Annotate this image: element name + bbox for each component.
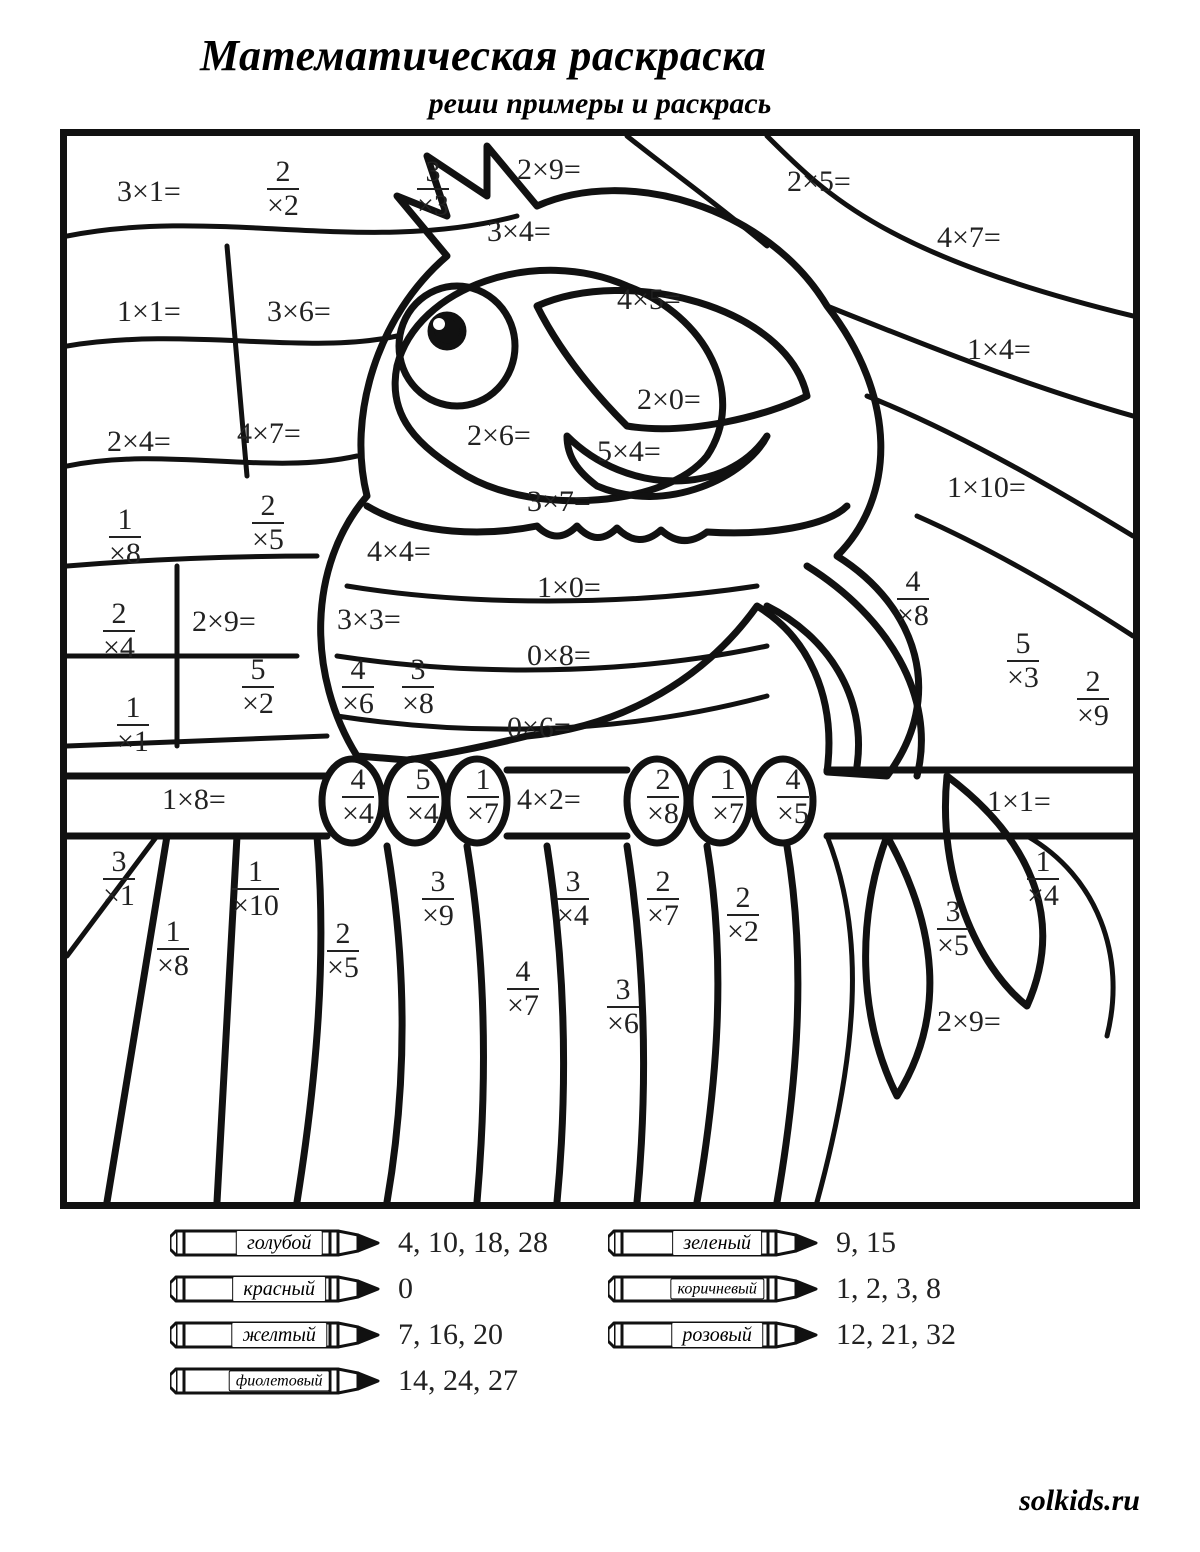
math-problem-vertical: 1×8	[109, 504, 141, 569]
math-problem-vertical: 5×4	[407, 764, 439, 829]
crayon-label: розовый	[671, 1322, 763, 1348]
crayon-label: красный	[232, 1276, 326, 1302]
legend-row: фиолетовый 14, 24, 27	[170, 1361, 548, 1401]
crayon-icon: розовый	[608, 1317, 818, 1353]
color-legend: голубой 4, 10, 18, 28 красный 0 желтый 7, 1…	[60, 1223, 1140, 1401]
math-problem: 3×7=	[527, 486, 591, 518]
legend-row: голубой 4, 10, 18, 28	[170, 1223, 548, 1263]
crayon-icon: красный	[170, 1271, 380, 1307]
math-problem-vertical: 3×3	[417, 156, 449, 221]
math-problem-vertical: 2×9	[1077, 666, 1109, 731]
math-problem-vertical: 2×5	[327, 918, 359, 983]
legend-row: красный 0	[170, 1269, 548, 1309]
math-problem-vertical: 2×2	[267, 156, 299, 221]
math-problem-vertical: 1×4	[1027, 846, 1059, 911]
crayon-icon: зеленый	[608, 1225, 818, 1261]
math-problem: 2×6=	[467, 420, 531, 452]
legend-values: 4, 10, 18, 28	[398, 1226, 548, 1260]
math-problem-vertical: 4×7	[507, 956, 539, 1021]
math-problem: 2×0=	[637, 384, 701, 416]
math-problem: 3×3=	[337, 604, 401, 636]
math-problem: 2×9=	[192, 606, 256, 638]
footer-credit: solkids.ru	[1019, 1484, 1140, 1518]
math-problem-vertical: 2×2	[727, 882, 759, 947]
legend-left-column: голубой 4, 10, 18, 28 красный 0 желтый 7, 1…	[170, 1223, 548, 1401]
math-problem-vertical: 1×7	[712, 764, 744, 829]
crayon-label: фиолетовый	[229, 1370, 330, 1391]
parrot-lineart	[67, 136, 1133, 1202]
math-problem: 3×4=	[487, 216, 551, 248]
math-problem-vertical: 3×1	[103, 846, 135, 911]
legend-values: 1, 2, 3, 8	[836, 1272, 941, 1306]
math-problem: 2×9=	[517, 154, 581, 186]
legend-row: зеленый 9, 15	[608, 1223, 956, 1263]
crayon-icon: коричневый	[608, 1271, 818, 1307]
legend-values: 7, 16, 20	[398, 1318, 503, 1352]
page-title: Математическая раскраска	[200, 30, 1160, 81]
math-problem: 3×6=	[267, 296, 331, 328]
crayon-icon: желтый	[170, 1317, 380, 1353]
legend-row: розовый 12, 21, 32	[608, 1315, 956, 1355]
math-problem: 4×4=	[367, 536, 431, 568]
math-problem: 1×10=	[947, 472, 1026, 504]
math-problem-vertical: 3×9	[422, 866, 454, 931]
math-problem: 1×1=	[117, 296, 181, 328]
math-problem-vertical: 1×7	[467, 764, 499, 829]
math-problem: 1×1=	[987, 786, 1051, 818]
math-problem-vertical: 2×8	[647, 764, 679, 829]
crayon-label: коричневый	[671, 1278, 764, 1299]
math-problem: 1×4=	[967, 334, 1031, 366]
math-problem-vertical: 3×4	[557, 866, 589, 931]
math-problem: 4×2=	[517, 784, 581, 816]
math-problem: 3×1=	[117, 176, 181, 208]
math-problem: 2×5=	[787, 166, 851, 198]
math-problem: 2×9=	[937, 1006, 1001, 1038]
page-subtitle: реши примеры и раскрась	[40, 87, 1160, 121]
legend-values: 14, 24, 27	[398, 1364, 518, 1398]
crayon-icon: фиолетовый	[170, 1363, 380, 1399]
math-problem: 1×0=	[537, 572, 601, 604]
legend-values: 9, 15	[836, 1226, 896, 1260]
math-problem: 4×7=	[237, 418, 301, 450]
math-problem-vertical: 1×10	[232, 856, 279, 921]
math-problem-vertical: 4×5	[777, 764, 809, 829]
math-problem-vertical: 2×7	[647, 866, 679, 931]
math-problem-vertical: 2×5	[252, 490, 284, 555]
crayon-icon: голубой	[170, 1225, 380, 1261]
math-problem: 2×4=	[107, 426, 171, 458]
math-problem-vertical: 4×8	[897, 566, 929, 631]
crayon-label: голубой	[236, 1230, 322, 1256]
crayon-label: желтый	[231, 1322, 326, 1348]
math-problem: 0×8=	[527, 640, 591, 672]
math-problem-vertical: 1×1	[117, 692, 149, 757]
math-problem: 4×7=	[937, 222, 1001, 254]
math-problem-vertical: 3×6	[607, 974, 639, 1039]
legend-values: 0	[398, 1272, 413, 1306]
crayon-label: зеленый	[672, 1230, 762, 1256]
math-problem-vertical: 5×3	[1007, 628, 1039, 693]
math-problem: 0×6=	[507, 712, 571, 744]
legend-right-column: зеленый 9, 15 коричневый 1, 2, 3, 8 розовы…	[608, 1223, 956, 1401]
legend-values: 12, 21, 32	[836, 1318, 956, 1352]
math-problem-vertical: 1×8	[157, 916, 189, 981]
legend-row: коричневый 1, 2, 3, 8	[608, 1269, 956, 1309]
math-problem: 5×4=	[597, 436, 661, 468]
math-problem-vertical: 2×4	[103, 598, 135, 663]
worksheet-frame: 3×1= 2×9= 2×5= 3×4= 4×7= 1×1= 3×6= 4×5= 1×4= 2×0=…	[60, 129, 1140, 1209]
math-problem-vertical: 3×8	[402, 654, 434, 719]
math-problem-vertical: 5×2	[242, 654, 274, 719]
math-problem: 1×8=	[162, 784, 226, 816]
math-problem: 4×5=	[617, 284, 681, 316]
math-problem-vertical: 4×4	[342, 764, 374, 829]
math-problem-vertical: 4×6	[342, 654, 374, 719]
legend-row: желтый 7, 16, 20	[170, 1315, 548, 1355]
math-problem-vertical: 3×5	[937, 896, 969, 961]
